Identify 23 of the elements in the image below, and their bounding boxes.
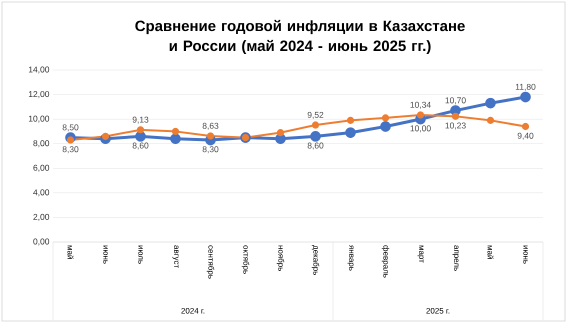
y-tick-label: 14,00	[28, 66, 50, 74]
y-tick-label: 10,00	[28, 116, 50, 123]
data-label: 10,70	[446, 97, 466, 104]
y-tick-label: 0,00	[33, 238, 50, 246]
y-tick-label: 2,00	[33, 214, 50, 221]
data-label: 10,34	[410, 102, 431, 109]
data-label: 9,52	[308, 112, 324, 119]
y-tick-label: 12,00	[28, 91, 50, 98]
data-label: 8,30	[202, 146, 218, 154]
data-label: 8,63	[202, 122, 218, 130]
data-label: 11,80	[516, 84, 536, 91]
data-label: 8,50	[62, 124, 78, 132]
data-label: 8,60	[308, 142, 324, 150]
data-label: 8,30	[62, 146, 78, 154]
y-tick-label: 8,00	[33, 140, 50, 148]
data-label: 9,40	[518, 132, 534, 140]
data-label: 9,13	[132, 116, 148, 124]
y-tick-label: 6,00	[33, 164, 50, 172]
data-label: 10,23	[446, 122, 466, 130]
data-label: 8,60	[132, 142, 148, 150]
chart-title: Сравнение годовой инфляции в Казахстане и России (май 2024 - июнь 2025 гг.)	[135, 20, 465, 54]
y-tick-label: 4,00	[33, 189, 50, 196]
data-label: 10,00	[410, 125, 431, 132]
